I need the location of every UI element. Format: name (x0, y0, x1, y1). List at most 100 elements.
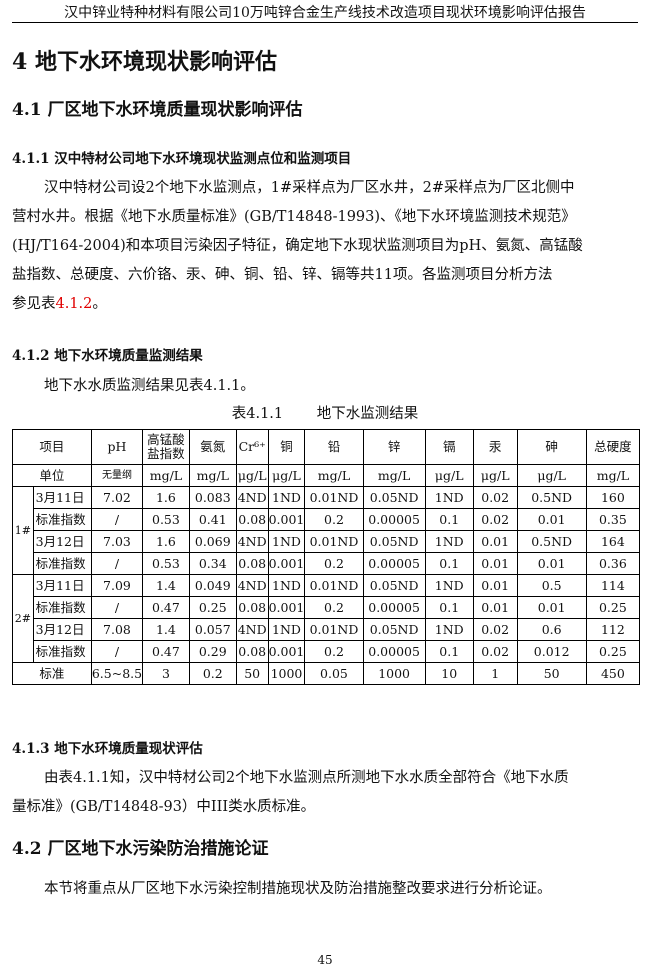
section-4-1-3-title: 4.1.3 地下水环境质量现状评估 (12, 741, 203, 757)
table-cell: 0.01 (516, 508, 587, 531)
table-cell: 0.057 (188, 618, 237, 641)
table-cell: 0.08 (235, 508, 269, 531)
table-row: 标准指数/0.47 0.25 0.08 0.001 0.2 0.00005 0.1 0.01 0… (13, 596, 641, 619)
table-cell: 0.36 (585, 552, 641, 575)
unit-cell: μg/L (267, 464, 306, 487)
table-cell: 0.001 (267, 640, 306, 663)
table-cell: 1.6 (142, 530, 190, 553)
paragraph: 地下水水质监测结果见表4.1.1。 (44, 378, 255, 394)
standard-value: 10 (424, 662, 474, 685)
page-number: 45 (317, 953, 333, 967)
row-header: 标准指数 (32, 596, 92, 619)
row-header: 标准指数 (32, 552, 92, 575)
table-cell: 0.2 (304, 508, 364, 531)
table-cell: 0.5ND (516, 530, 587, 553)
row-header: 标准指数 (32, 640, 92, 663)
table-cell: 0.47 (142, 640, 190, 663)
standard-value: 6.5~8.5 (90, 662, 144, 685)
column-header: 汞 (472, 429, 518, 465)
table-cell: 0.53 (142, 508, 190, 531)
header-row: 项目 pH 高锰酸盐指数 氨氮 Cr⁶⁺ 铜铅锌镉汞砷总硬度 (12, 429, 641, 465)
table-cell: 0.41 (188, 508, 237, 531)
table-cell: / (90, 552, 144, 575)
table-cell: 0.01ND (304, 530, 364, 553)
table-cell: 0.1 (424, 508, 474, 531)
section-4-2-title: 4.2 厂区地下水污染防治措施论证 (12, 839, 269, 859)
section-4-1-1-title: 4.1.1 汉中特材公司地下水环境现状监测点位和监测项目 (12, 151, 352, 167)
table-cell: 0.35 (585, 508, 641, 531)
unit-cell: μg/L (516, 464, 587, 487)
unit-cell: mg/L (585, 464, 641, 487)
table-cell: 1ND (424, 486, 474, 509)
table-cell: 0.01ND (304, 574, 364, 597)
table-cell: 0.00005 (362, 596, 426, 619)
table-cell: 1ND (424, 530, 474, 553)
table-cell: 0.02 (472, 508, 518, 531)
table-reference-link[interactable]: 4.1.2 (55, 296, 93, 312)
table-cell: 0.049 (188, 574, 237, 597)
standard-value: 3 (142, 662, 190, 685)
table-cell: 0.6 (516, 618, 587, 641)
column-header: 锌 (362, 429, 426, 465)
column-header: 镉 (424, 429, 474, 465)
unit-cell: mg/L (362, 464, 426, 487)
table-cell: 1ND (424, 574, 474, 597)
table-cell: 0.01 (516, 596, 587, 619)
row-header: 标准 (12, 662, 92, 685)
unit-row: 单位 无量纲 mg/L mg/L μg/L μg/L mg/L mg/L μg/L μg/L μg/… (12, 464, 641, 487)
unit-cell: μg/L (235, 464, 269, 487)
paragraph: 本节将重点从厂区地下水污染控制措施现状及防治措施整改要求进行分析论证。 (44, 881, 552, 897)
table-row: 标准指数/0.53 0.41 0.08 0.001 0.2 0.00005 0.1 0.02 0… (13, 508, 641, 531)
table-cell: 0.00005 (362, 552, 426, 575)
column-header: 氨氮 (188, 429, 237, 465)
row-header: 单位 (12, 464, 92, 487)
table-cell: 114 (585, 574, 641, 597)
table-cell: 1ND (267, 574, 306, 597)
column-header: pH (90, 429, 144, 465)
table-cell: 0.01 (472, 552, 518, 575)
table-cell: 0.05ND (362, 574, 426, 597)
header-rule (12, 22, 638, 23)
column-header: 铅 (304, 429, 364, 465)
table-cell: 0.02 (472, 618, 518, 641)
row-header: 3月12日 (32, 618, 92, 641)
unit-cell: μg/L (424, 464, 474, 487)
table-cell: 0.05ND (362, 618, 426, 641)
sample-point-label: 1# (12, 486, 34, 575)
table-cell: 0.25 (188, 596, 237, 619)
table-cell: 0.02 (472, 640, 518, 663)
table-cell: 1ND (267, 530, 306, 553)
table-cell: 0.01ND (304, 618, 364, 641)
table-cell: 7.02 (90, 486, 144, 509)
table-cell: 0.01 (472, 596, 518, 619)
column-header: Cr⁶⁺ (235, 429, 269, 465)
table-cell: 0.05ND (362, 530, 426, 553)
table-cell: 0.083 (188, 486, 237, 509)
table-cell: 0.25 (585, 596, 641, 619)
standard-value: 1000 (267, 662, 306, 685)
table-cell: 0.00005 (362, 640, 426, 663)
table-cell: 0.012 (516, 640, 587, 663)
table-cell: 0.001 (267, 508, 306, 531)
table-cell: 0.08 (235, 640, 269, 663)
table-cell: 0.2 (304, 552, 364, 575)
table-cell: 1ND (267, 486, 306, 509)
paragraph-line: 由表4.1.1知，汉中特材公司2个地下水监测点所测地下水水质全部符合《地下水质 (44, 770, 569, 786)
table-row: 2# 3月11日 7.09 1.4 0.049 4ND 1ND 0.01ND 0.05ND 1ND… (12, 574, 641, 663)
table-cell: 4ND (235, 486, 269, 509)
row-header: 3月11日 (32, 574, 92, 597)
table-cell: 0.1 (424, 596, 474, 619)
table-cell: 0.29 (188, 640, 237, 663)
table-cell: 0.5 (516, 574, 587, 597)
row-header: 标准指数 (32, 508, 92, 531)
text: 参见表 (12, 296, 56, 312)
row-header: 3月12日 (32, 530, 92, 553)
table-cell: 0.01 (516, 552, 587, 575)
table-cell: 4ND (235, 618, 269, 641)
table-cell: 0.00005 (362, 508, 426, 531)
standard-row: 标准 6.5~8.5 3 0.2 50 1000 0.05 1000 10 1 50 450 (12, 662, 641, 685)
paragraph-line: 盐指数、总硬度、六价铬、汞、砷、铜、铅、锌、镉等共11项。各监测项目分析方法 (12, 267, 553, 283)
table-cell: / (90, 640, 144, 663)
section-4-1-2-title: 4.1.2 地下水环境质量监测结果 (12, 348, 203, 364)
